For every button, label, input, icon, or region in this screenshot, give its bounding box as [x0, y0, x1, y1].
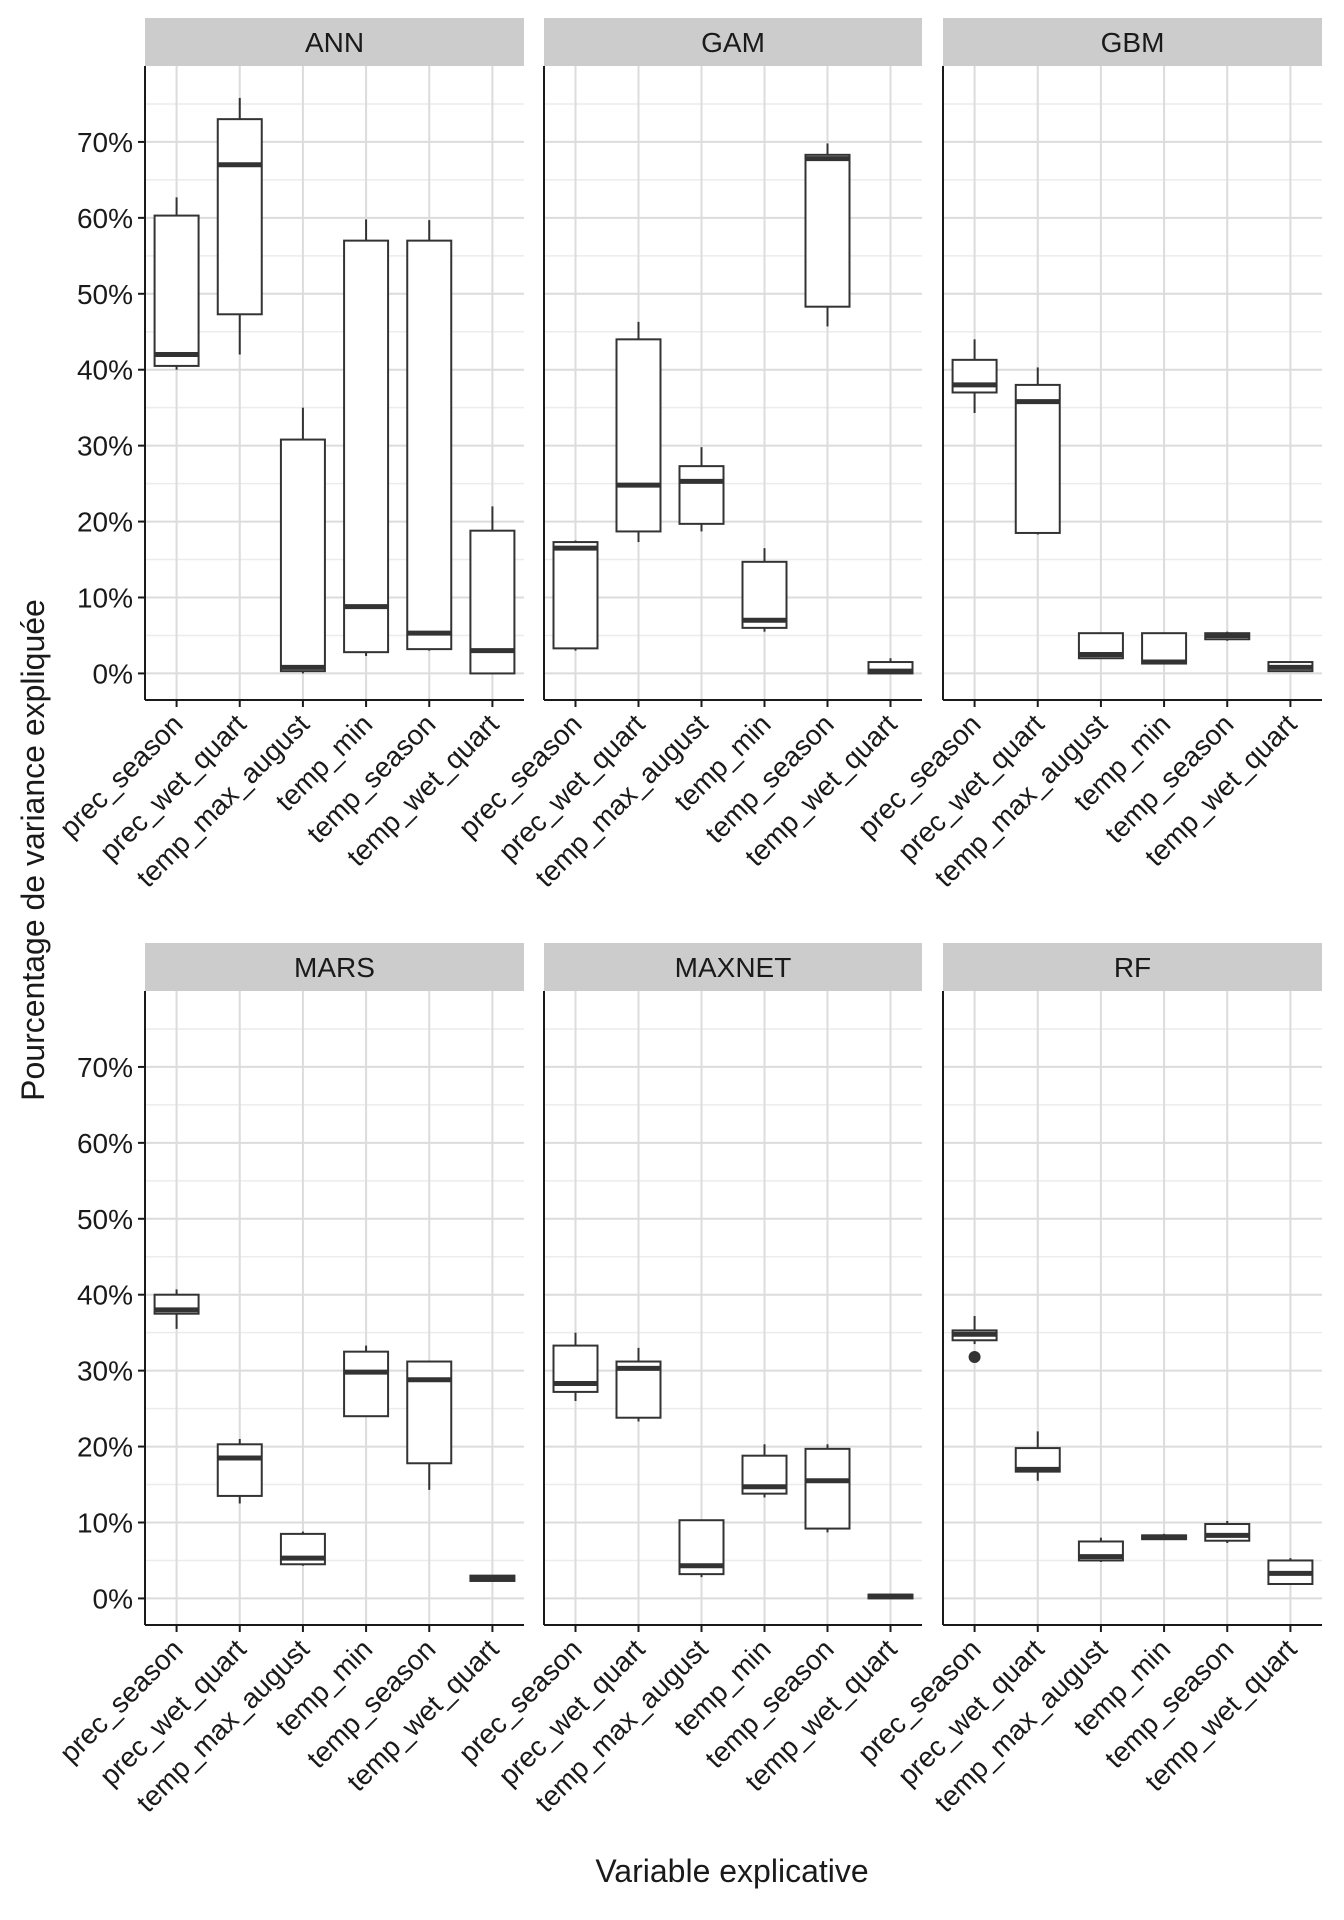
y-tick-label: 20% — [77, 507, 133, 538]
box-iqr — [343, 1350, 390, 1418]
box-iqr — [279, 438, 326, 673]
facet-title: RF — [1114, 952, 1151, 983]
box-temp_min — [343, 219, 390, 656]
y-tick-label: 60% — [77, 1128, 133, 1159]
box-iqr — [1014, 383, 1061, 534]
box-prec_season — [153, 197, 200, 370]
y-tick-label: 70% — [77, 1052, 133, 1083]
box-iqr — [216, 118, 263, 316]
box-temp_season — [1204, 631, 1251, 641]
box-prec_season — [951, 1315, 998, 1363]
box-temp_max_august — [1077, 1537, 1124, 1562]
y-tick-label: 60% — [77, 203, 133, 234]
box-prec_wet_quart — [1014, 367, 1061, 535]
y-tick-label: 30% — [77, 1356, 133, 1387]
box-iqr — [804, 1447, 851, 1530]
box-iqr — [216, 1443, 263, 1497]
box-temp_max_august — [678, 447, 725, 532]
facet-title: GAM — [701, 27, 765, 58]
box-prec_wet_quart — [216, 1438, 263, 1504]
box-iqr — [1204, 1523, 1251, 1542]
box-prec_season — [153, 1289, 200, 1329]
y-tick-label: 70% — [77, 127, 133, 158]
facet-title: MARS — [294, 952, 375, 983]
facet-strip — [943, 18, 1322, 66]
y-tick-label: 0% — [93, 658, 133, 689]
box-temp_min — [1141, 632, 1188, 665]
y-axis-title: Pourcentage de variance expliquée — [15, 599, 51, 1101]
box-temp_wet_quart — [1267, 1558, 1314, 1585]
box-temp_min — [741, 1444, 788, 1498]
y-tick-label: 10% — [77, 582, 133, 613]
box-temp_wet_quart — [867, 658, 914, 675]
y-tick-label: 40% — [77, 355, 133, 386]
box-temp_season — [406, 220, 453, 651]
box-temp_min — [741, 548, 788, 632]
y-tick-label: 10% — [77, 1507, 133, 1538]
box-temp_wet_quart — [469, 506, 516, 675]
box-temp_wet_quart — [1267, 661, 1314, 673]
box-temp_wet_quart — [469, 1574, 516, 1582]
box-prec_wet_quart — [1014, 1431, 1061, 1481]
y-tick-label: 40% — [77, 1280, 133, 1311]
facet-strip — [145, 18, 524, 66]
facet-title: MAXNET — [675, 952, 792, 983]
box-iqr — [678, 465, 725, 525]
facet-strip — [145, 943, 524, 991]
box-prec_season — [552, 1332, 599, 1402]
box-iqr — [406, 239, 453, 651]
box-temp_max_august — [279, 1531, 326, 1566]
facet-title: GBM — [1101, 27, 1165, 58]
y-tick-label: 30% — [77, 431, 133, 462]
box-prec_wet_quart — [216, 97, 263, 355]
box-temp_max_august — [678, 1519, 725, 1578]
box-iqr — [406, 1360, 453, 1465]
y-tick-label: 0% — [93, 1583, 133, 1614]
x-axis-title: Variable explicative — [595, 1853, 868, 1889]
box-prec_season — [951, 339, 998, 413]
box-iqr — [741, 560, 788, 629]
box-temp_min — [1141, 1533, 1188, 1541]
box-temp_wet_quart — [867, 1593, 914, 1600]
box-temp_season — [406, 1360, 453, 1490]
facet-strip — [544, 18, 922, 66]
box-temp_season — [804, 1444, 851, 1533]
box-prec_season — [552, 540, 599, 651]
box-iqr — [153, 214, 200, 367]
box-prec_wet_quart — [615, 1347, 662, 1422]
outlier-point — [968, 1350, 981, 1363]
box-iqr — [343, 239, 390, 654]
box-iqr — [615, 338, 662, 533]
box-temp_season — [1204, 1520, 1251, 1543]
y-tick-label: 50% — [77, 1204, 133, 1235]
facet-gbm: GBMprec_seasonprec_wet_quarttemp_max_aug… — [852, 18, 1322, 893]
box-temp_min — [343, 1345, 390, 1418]
box-iqr — [615, 1360, 662, 1419]
y-tick-label: 20% — [77, 1432, 133, 1463]
box-iqr — [1141, 632, 1188, 665]
box-iqr — [552, 541, 599, 650]
box-iqr — [951, 358, 998, 394]
box-temp_max_august — [1077, 632, 1124, 660]
facet-title: ANN — [305, 27, 364, 58]
facet-strip — [544, 943, 922, 991]
y-tick-label: 50% — [77, 279, 133, 310]
box-temp_season — [804, 143, 851, 327]
facet-strip — [943, 943, 1322, 991]
box-iqr — [804, 153, 851, 308]
box-temp_max_august — [279, 407, 326, 674]
box-prec_wet_quart — [615, 321, 662, 543]
